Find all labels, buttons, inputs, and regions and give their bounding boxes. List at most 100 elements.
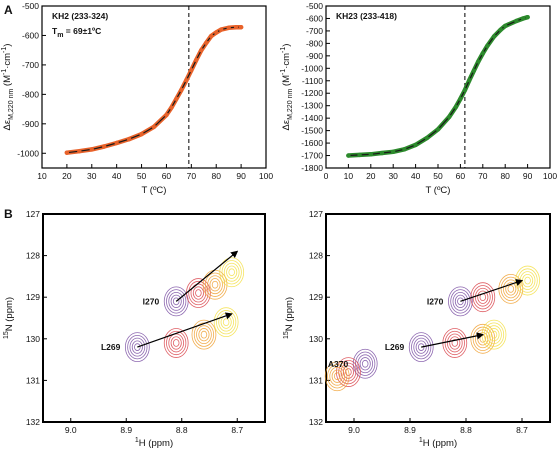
y-tick-label: 127 [309, 209, 323, 219]
y-axis-label: ΔεM,220 nm (M-1·cm-1) [1, 44, 15, 131]
peak-contour [207, 275, 223, 295]
ylab-sub: M,220 nm [287, 89, 294, 120]
peak-contour [193, 322, 215, 347]
panel-letter-b: B [4, 207, 13, 221]
y-tick-label: 128 [26, 251, 40, 261]
y-tick-label: -1500 [301, 126, 323, 136]
y-tick-label: -500 [22, 1, 39, 11]
ylab-main: Δε [281, 119, 292, 130]
peak-contour [166, 289, 187, 314]
peak-contour [345, 368, 352, 376]
peak-contour [342, 365, 354, 379]
peak-contour [415, 340, 427, 354]
x-tick-label: 40 [112, 171, 122, 181]
peak-contour [213, 307, 239, 338]
ylab-sup2: -1 [280, 47, 287, 53]
ylab-sup1: -1 [280, 69, 287, 75]
peak-contour [448, 286, 473, 317]
peak-contour [477, 290, 489, 304]
peak-contour [211, 280, 219, 289]
y-tick-label: -700 [22, 60, 39, 70]
shift-arrow [137, 312, 233, 348]
data-point [491, 34, 497, 39]
peak-contour [336, 357, 361, 387]
peak-contour [472, 285, 493, 310]
peak-contour [507, 285, 515, 293]
x-tick-label: 9.0 [65, 425, 77, 435]
peak-contour [170, 336, 182, 350]
peak-contour [195, 289, 202, 297]
shift-arrow [175, 250, 239, 302]
peak-contour [488, 328, 500, 342]
x-axis-label: T (ºC) [426, 185, 451, 196]
y-tick-label: 128 [309, 251, 323, 261]
peak-contour [522, 273, 534, 288]
x-tick-label: 80 [500, 171, 510, 181]
data-point [64, 150, 70, 155]
xlab-sup: 1 [135, 437, 139, 444]
data-point [194, 57, 199, 63]
peak-contour [129, 337, 146, 357]
y-tick-label: -1400 [301, 113, 323, 123]
data-point [189, 68, 194, 73]
peak-contour [450, 289, 471, 314]
data-point [214, 30, 219, 35]
data-point [114, 140, 119, 146]
melting-curve-fill [346, 14, 530, 158]
ylab-main: Δε [2, 119, 13, 130]
peak-contour [408, 332, 434, 363]
peak-contour [166, 330, 187, 356]
data-point [462, 87, 468, 93]
data-point [379, 150, 385, 156]
x-tick-label: 60 [456, 171, 466, 181]
xlab-sup: 1 [419, 437, 423, 444]
data-point [238, 25, 244, 30]
x-tick-label: 20 [366, 171, 376, 181]
peak-contour [216, 310, 237, 335]
x-tick-label: 0 [324, 171, 329, 181]
data-point [204, 40, 209, 46]
data-point [169, 105, 174, 110]
data-point [89, 147, 94, 152]
ylab-close: ) [2, 44, 13, 47]
peak-contour [124, 332, 150, 363]
x-tick-label: 9.0 [348, 425, 360, 435]
y-tick-label: 130 [309, 334, 323, 344]
ylab-sub: M,220 nm [8, 89, 15, 120]
tm-rest: = 69±1ºC [63, 26, 101, 36]
data-point [467, 77, 472, 83]
x-tick-label: 8.9 [120, 425, 132, 435]
data-marks: I270 L269 [101, 250, 245, 363]
panel-letter-a: A [4, 3, 13, 17]
data-point [485, 43, 490, 49]
peak-contour [490, 330, 498, 339]
x-tick-label: 90 [523, 171, 533, 181]
y-tick-label: -500 [306, 1, 323, 11]
peak-contour [131, 340, 143, 354]
chart-title: KH23 (233-418) [336, 11, 397, 21]
data-marks [64, 6, 244, 168]
data-point [179, 87, 184, 93]
peak-contour [472, 326, 493, 351]
x-tick-label: 40 [411, 171, 421, 181]
peak-contour [172, 297, 180, 306]
x-tick-label: 100 [543, 171, 557, 181]
data-point [174, 96, 179, 101]
xlab-main: H (ppm) [423, 438, 457, 449]
x-tick-label: 70 [478, 171, 488, 181]
shift-arrow [421, 332, 484, 348]
data-point [357, 152, 362, 158]
y-tick-label: -800 [306, 38, 323, 48]
data-point [424, 135, 429, 141]
peak-contour [442, 328, 468, 358]
peak-contour [359, 357, 371, 371]
x-tick-label: 8.8 [176, 425, 188, 435]
data-point [219, 27, 224, 32]
peak-contour [198, 328, 210, 342]
ylab-dot: ·cm [2, 53, 13, 69]
x-tick-label: 60 [162, 171, 172, 181]
axis-ticks: 9.0 8.9 8.8 8.7 127 128 129 130 131 132 [26, 209, 244, 435]
peak-contour [228, 268, 235, 277]
data-point [77, 149, 82, 154]
peak-contour [329, 366, 346, 386]
